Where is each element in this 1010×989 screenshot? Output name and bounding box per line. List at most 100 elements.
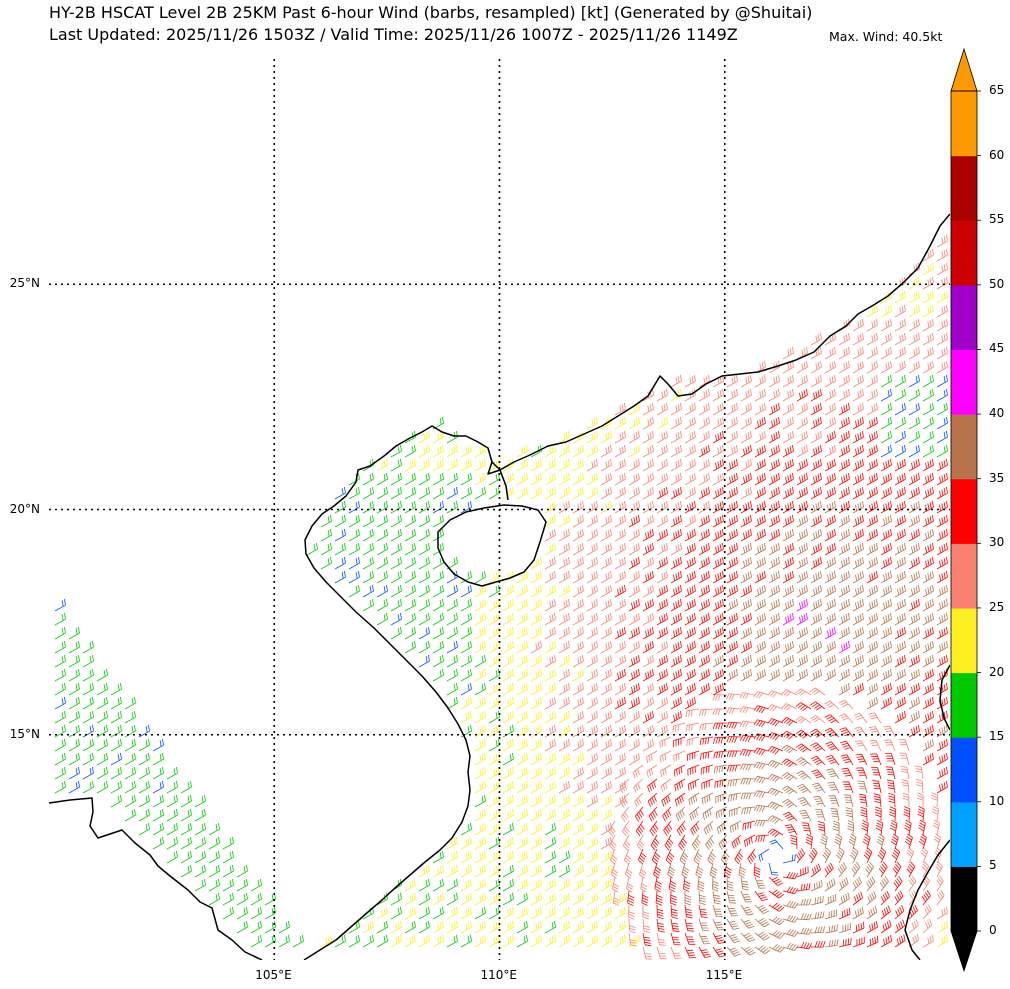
wind-barb (838, 374, 850, 388)
wind-barb (699, 736, 714, 746)
wind-barb (894, 388, 906, 402)
wind-barb (544, 808, 556, 822)
wind-barb (838, 640, 850, 654)
wind-barb (404, 920, 416, 934)
wind-barb (654, 876, 662, 893)
wind-barb (917, 792, 924, 808)
wind-barb (614, 514, 626, 528)
graticule-layer (49, 59, 950, 960)
wind-barb (572, 808, 584, 822)
wind-barb (628, 668, 640, 682)
wind-barb (460, 584, 472, 598)
wind-barb (687, 778, 700, 791)
wind-barb (796, 626, 808, 640)
wind-barb (894, 919, 905, 934)
wind-barb (68, 696, 80, 710)
wind-barb (516, 570, 528, 584)
wind-barb (684, 444, 696, 458)
wind-barb (768, 889, 785, 899)
wind-barb (572, 892, 584, 906)
wind-barb (673, 764, 686, 777)
wind-barb (810, 626, 822, 640)
wind-barb (852, 444, 864, 458)
wind-barb (622, 820, 630, 837)
wind-barb (138, 822, 150, 836)
wind-barb (376, 542, 388, 556)
wind-barb (572, 444, 584, 458)
colorbar-tick-label: 30 (989, 535, 1005, 550)
wind-barb (796, 883, 811, 892)
wind-barb (684, 598, 696, 612)
wind-barb (656, 388, 668, 402)
wind-barb (684, 486, 696, 500)
wind-barb (670, 402, 682, 416)
wind-barb (726, 626, 738, 640)
wind-barb (334, 542, 346, 556)
wind-barb (810, 374, 822, 388)
wind-barb (544, 696, 556, 710)
wind-barb (796, 458, 808, 472)
wind-barb (600, 486, 612, 500)
wind-barb (418, 500, 430, 514)
wind-barb (863, 847, 873, 864)
wind-barb (656, 598, 668, 612)
wind-barb (712, 890, 721, 905)
wind-barb (908, 612, 920, 626)
wind-barb (600, 906, 612, 920)
wind-barb (432, 430, 444, 444)
wind-barb (446, 472, 458, 486)
wind-barb (614, 556, 626, 570)
wind-barb (460, 458, 472, 472)
luzon-coast-south (904, 839, 950, 960)
wind-barb (824, 388, 836, 402)
wind-barb (628, 696, 640, 710)
wind-barb (936, 738, 948, 752)
wind-barb (698, 374, 710, 388)
wind-barb (796, 866, 809, 878)
wind-barb (815, 809, 826, 822)
wind-barb (843, 794, 854, 808)
wind-barb (572, 752, 584, 766)
wind-barb (810, 472, 822, 486)
wind-barb (614, 626, 626, 640)
wind-barb (530, 836, 542, 850)
wind-barb (208, 850, 220, 864)
wind-barb (698, 528, 710, 542)
wind-barb (922, 290, 934, 304)
wind-barb (754, 514, 766, 528)
wind-barb (740, 932, 756, 943)
wind-barb (642, 682, 654, 696)
wind-barb (781, 717, 798, 726)
wind-barb (586, 612, 598, 626)
wind-barb (922, 682, 934, 696)
wind-barb (544, 780, 556, 794)
wind-barb (739, 720, 756, 728)
wind-barb (922, 904, 932, 920)
wind-barb (782, 416, 794, 430)
wind-barb (446, 626, 458, 640)
wind-barb (877, 847, 887, 864)
wind-barb (894, 416, 906, 430)
wind-barb (558, 444, 570, 458)
wind-barb (460, 654, 472, 668)
latitude-label: 25°N (9, 276, 40, 291)
wind-barb (922, 696, 934, 710)
wind-barb (727, 778, 742, 787)
wind-barb (54, 738, 66, 752)
wind-barb (642, 710, 654, 724)
wind-barb (933, 833, 941, 850)
wind-barb (530, 864, 542, 878)
wind-barb (488, 668, 500, 682)
wind-barb (572, 598, 584, 612)
wind-barb (740, 486, 752, 500)
wind-barb (908, 290, 920, 304)
wind-barb (908, 304, 920, 318)
wind-barb (936, 766, 948, 780)
wind-barb (922, 626, 934, 640)
wind-barb (824, 584, 836, 598)
wind-barb (754, 598, 766, 612)
wind-barb (712, 374, 724, 388)
wind-barb (810, 458, 822, 472)
colorbar-bin (951, 478, 977, 544)
wind-barb (404, 934, 416, 948)
